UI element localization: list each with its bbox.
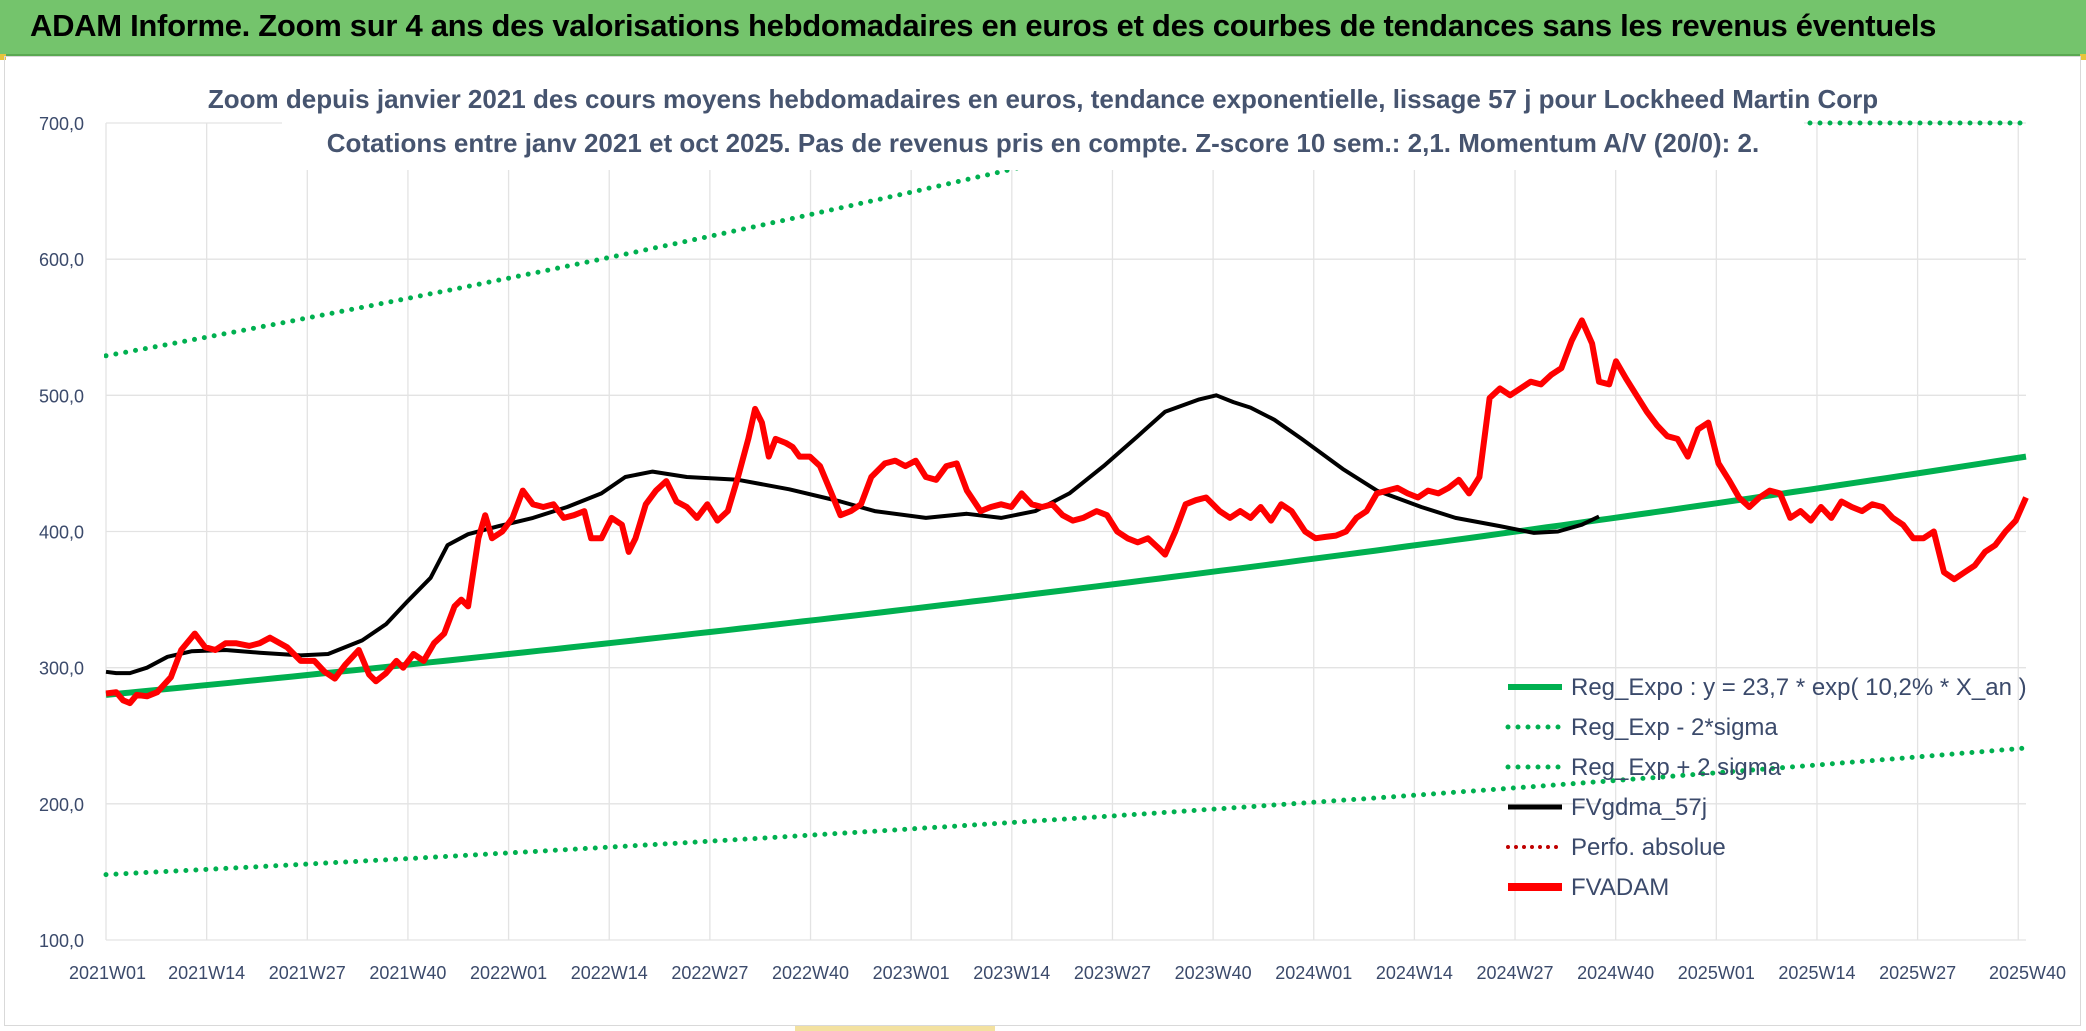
x-tick-label: 2023W01 — [873, 963, 950, 983]
legend-item-fvgdma: FVgdma_57j — [1508, 794, 1707, 821]
x-tick-label: 2021W40 — [369, 963, 446, 983]
y-tick-label: 500,0 — [39, 386, 84, 406]
x-tick-label: 2025W14 — [1778, 963, 1855, 983]
y-tick-label: 300,0 — [39, 659, 84, 679]
legend-label-reg_plus: Reg_Exp + 2 sigma — [1571, 754, 1782, 781]
chart-title-line2: Cotations entre janv 2021 et oct 2025. P… — [327, 128, 1759, 158]
legend-label-perfo: Perfo. absolue — [1571, 834, 1726, 861]
series-fvgdma-57j — [105, 393, 1600, 676]
y-tick-label: 200,0 — [39, 795, 84, 815]
x-tick-label: 2022W40 — [772, 963, 849, 983]
x-tick-label: 2023W40 — [1175, 963, 1252, 983]
series-fvadam — [105, 317, 2029, 707]
x-tick-label: 2024W14 — [1376, 963, 1453, 983]
x-tick-label: 2024W40 — [1577, 963, 1654, 983]
x-tick-label: 2022W27 — [671, 963, 748, 983]
chart-title-line1: Zoom depuis janvier 2021 des cours moyen… — [208, 84, 1878, 114]
x-tick-label: 2023W14 — [973, 963, 1050, 983]
corner-accent-right — [2080, 54, 2086, 60]
y-tick-label: 400,0 — [39, 523, 84, 543]
series-reg-exp-plus-2sigma — [104, 123, 1218, 359]
bottom-accent — [795, 1026, 995, 1031]
corner-accent-left — [0, 54, 6, 60]
legend-item-reg_plus: Reg_Exp + 2 sigma — [1505, 754, 1782, 781]
x-tick-label: 2022W01 — [470, 963, 547, 983]
x-tick-label: 2021W14 — [168, 963, 245, 983]
x-tick-label: 2021W01 — [69, 963, 146, 983]
x-tick-label: 2024W01 — [1275, 963, 1352, 983]
chart-legend: Reg_Expo : y = 23,7 * exp( 10,2% * X_an … — [1505, 674, 2027, 901]
legend-item-perfo: Perfo. absolue — [1506, 834, 1726, 861]
legend-label-reg_expo: Reg_Expo : y = 23,7 * exp( 10,2% * X_an … — [1571, 674, 2027, 701]
y-tick-label: 100,0 — [39, 931, 84, 951]
series-reg-exp-minus-2sigma — [103, 745, 2029, 878]
page-title: ADAM Informe. Zoom sur 4 ans des valoris… — [30, 8, 1937, 43]
title-background — [282, 80, 1804, 170]
y-tick-label: 700,0 — [39, 114, 84, 134]
legend-item-fvadam: FVADAM — [1508, 874, 1669, 901]
legend-item-reg_minus: Reg_Exp - 2*sigma — [1505, 714, 1778, 741]
x-tick-label: 2022W14 — [571, 963, 648, 983]
legend-label-fvadam: FVADAM — [1571, 874, 1669, 901]
legend-label-fvgdma: FVgdma_57j — [1571, 794, 1707, 821]
y-tick-label: 600,0 — [39, 250, 84, 270]
header-banner: ADAM Informe. Zoom sur 4 ans des valoris… — [0, 0, 2086, 56]
x-tick-label: 2025W40 — [1989, 963, 2066, 983]
y-axis-ticks: 700,0 600,0 500,0 400,0 300,0 200,0 100,0 — [39, 114, 84, 951]
x-tick-label: 2021W27 — [269, 963, 346, 983]
x-axis-ticks: 2021W01 2021W14 2021W27 2021W40 2022W01 2022W… — [69, 963, 2066, 983]
x-tick-label: 2024W27 — [1477, 963, 1554, 983]
chart-grid — [105, 122, 2026, 941]
legend-label-reg_minus: Reg_Exp - 2*sigma — [1571, 714, 1778, 741]
chart-frame — [4, 56, 2081, 1026]
legend-item-reg_expo: Reg_Expo : y = 23,7 * exp( 10,2% * X_an … — [1508, 674, 2027, 701]
x-tick-label: 2023W27 — [1074, 963, 1151, 983]
x-tick-label: 2025W27 — [1879, 963, 1956, 983]
x-tick-label: 2025W01 — [1678, 963, 1755, 983]
